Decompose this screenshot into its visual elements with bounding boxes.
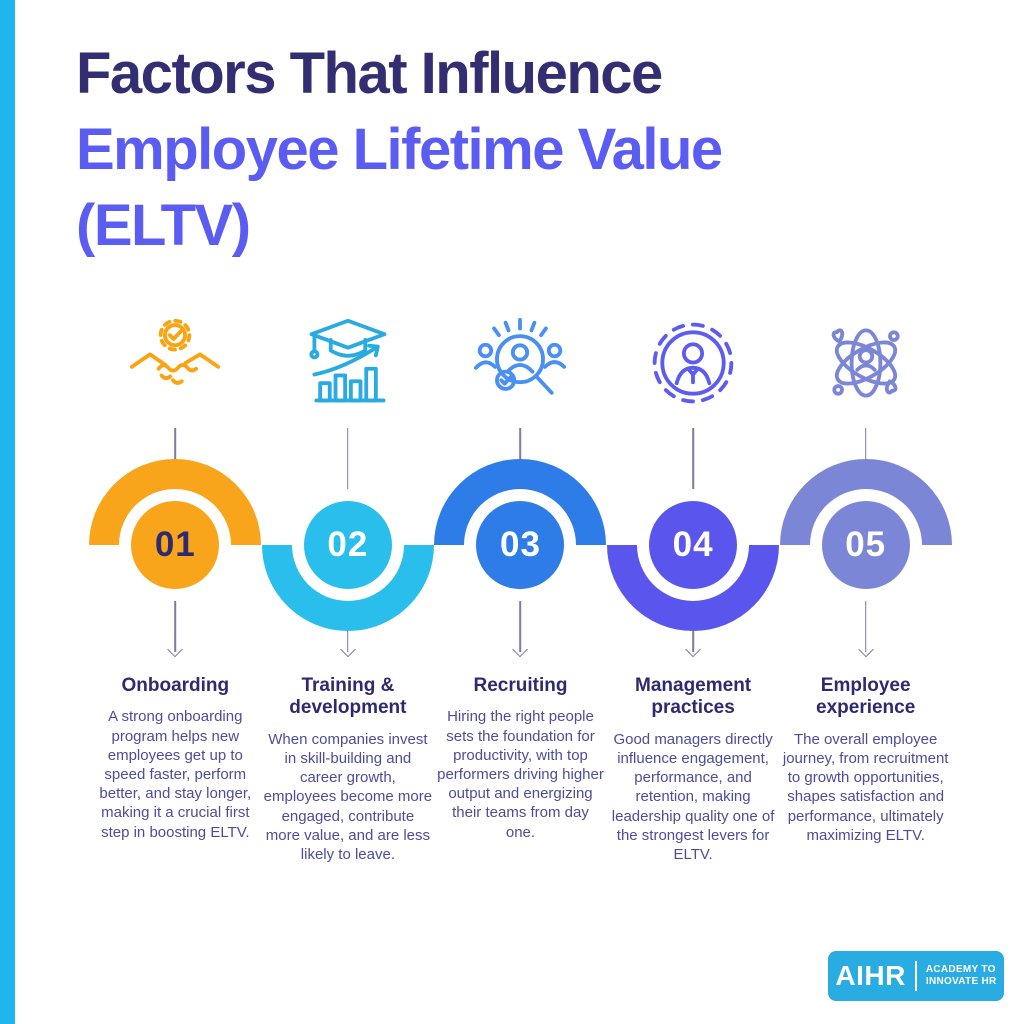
title-line-1: Factors That Influence [76, 41, 663, 106]
step-column-recruiting: 03 Recruiting Hiring the right people se… [434, 300, 607, 940]
step-column-onboarding: 01 Onboarding A strong onboarding progra… [89, 300, 262, 940]
step-title: Employee experience [816, 675, 916, 719]
arrow-down-icon [685, 641, 701, 658]
arrow-down-icon [857, 641, 874, 658]
logo-tagline-line-2: INNOVATE HR [925, 976, 997, 987]
graduation-growth-icon [298, 310, 398, 416]
title-line-3: (ELTV) [76, 193, 251, 258]
step-description: Hiring the right people sets the foundat… [437, 708, 604, 841]
logo-tagline-line-1: ACADEMY TO [925, 963, 996, 975]
step-number: 01 [131, 501, 220, 589]
step-text: Recruiting Hiring the right people sets … [431, 675, 610, 842]
arrow-down-icon [167, 641, 184, 658]
step-title: Onboarding [121, 675, 230, 696]
step-description: Good managers directly influence engagem… [611, 730, 775, 863]
handshake-gear-icon [125, 310, 225, 416]
step-number: 03 [476, 501, 565, 589]
step-description: A strong onboarding program helps new em… [99, 708, 252, 841]
step-text: Training & development When companies in… [259, 675, 438, 864]
logo-tagline: ACADEMY TO INNOVATE HR [926, 964, 997, 989]
step-description: When companies invest in skill-building … [263, 730, 433, 863]
step-text: Management practices Good managers direc… [604, 675, 783, 864]
logo-divider [914, 961, 917, 991]
atom-hearts-icon [816, 310, 916, 416]
step-text: Employee experience The overall employee… [776, 675, 955, 845]
arrow-down-icon [512, 641, 529, 658]
page-title: Factors That Influence Employee Lifetime… [76, 36, 723, 264]
manager-gear-icon [643, 310, 743, 416]
candidate-magnifier-icon [470, 310, 570, 416]
arrow-down-icon [340, 641, 356, 658]
step-title: Training & development [289, 675, 407, 719]
step-description: The overall employee journey, from recru… [782, 730, 949, 844]
step-text: Onboarding A strong onboarding program h… [86, 675, 265, 842]
step-number: 02 [303, 501, 392, 589]
step-column-management: 04 Management practices Good managers di… [607, 300, 780, 940]
step-title: Recruiting [473, 675, 568, 696]
logo-brand-text: AIHR [835, 960, 906, 991]
step-number: 04 [649, 501, 738, 589]
left-accent-stripe [0, 0, 15, 1024]
aihr-logo: AIHR ACADEMY TO INNOVATE HR [828, 951, 1004, 1001]
step-number: 05 [821, 501, 910, 589]
step-column-training: 02 Training & development When companies… [259, 300, 438, 940]
title-line-2: Employee Lifetime Value [76, 117, 723, 182]
step-column-experience: 05 Employee experience The overall emplo… [779, 300, 952, 940]
wave-timeline: 01 Onboarding A strong onboarding progra… [89, 300, 952, 940]
step-title: Management practices [635, 675, 752, 719]
